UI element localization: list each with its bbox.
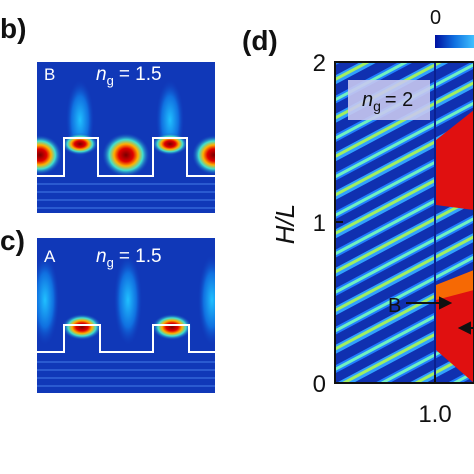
symbol: n [362,89,373,111]
value: = 2 [385,89,413,111]
y-axis-label: H/L [270,204,300,244]
inset-label: A [44,247,56,266]
y-tick-label: 1 [313,210,326,237]
field-map [37,238,215,393]
x-tick-label: 1.0 [418,401,451,428]
y-tick-label: 2 [313,50,326,77]
ng-label: ng = 2 [362,89,413,114]
symbol: n [96,246,107,267]
inset-label: B [44,65,55,84]
inset-box [348,80,430,120]
y-tick-label: 0 [313,371,326,398]
value: = 1.5 [119,64,162,85]
colorbar [435,35,474,48]
panel-label: c) [0,225,25,256]
colorbar-tick: 0 [430,7,441,29]
arrow [406,296,474,335]
value: = 1.5 [119,246,162,267]
subscript: g [373,98,381,114]
ng-label: ng = 1.5 [96,64,162,88]
ng-label: ng = 1.5 [96,246,162,270]
panel-label: b) [0,13,26,44]
subscript: g [107,255,114,270]
symbol: n [96,64,107,85]
panel-label: (d) [242,25,278,56]
tick-marks [335,61,436,384]
annotation: B [388,295,401,317]
field-map [37,62,215,213]
subscript: g [107,73,114,88]
